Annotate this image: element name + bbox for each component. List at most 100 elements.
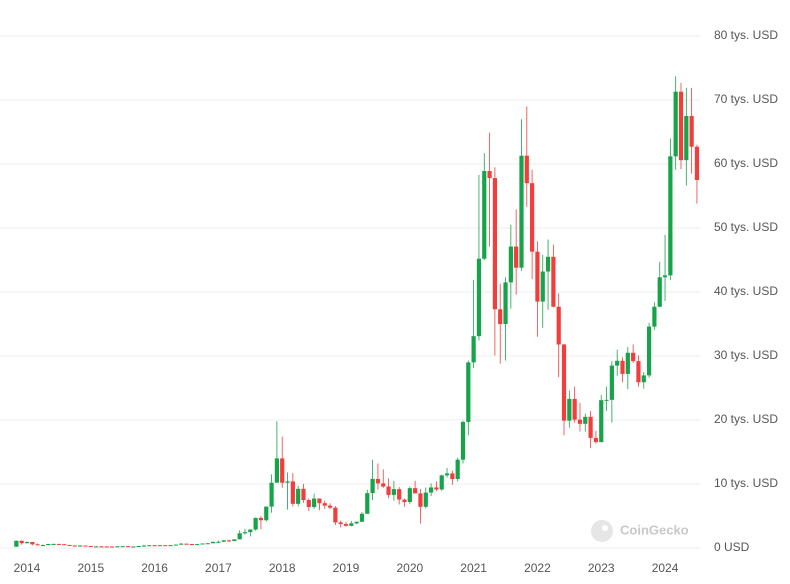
candle-body: [631, 352, 636, 362]
candle-body: [242, 532, 248, 534]
candle-body: [402, 499, 407, 502]
candle-body: [466, 362, 471, 422]
candle-body: [370, 478, 375, 494]
candle-body: [444, 473, 450, 476]
x-tick-label: 2023: [588, 561, 615, 575]
candle-body: [551, 256, 556, 307]
candle-body: [381, 483, 386, 487]
candle-body: [173, 544, 178, 546]
candle-body: [652, 306, 657, 327]
candle-body: [141, 545, 147, 547]
y-tick-label: 80 tys. USD: [714, 28, 778, 42]
candle-body: [354, 521, 359, 524]
candle-body: [19, 540, 24, 544]
candle-body: [109, 546, 115, 548]
candle-body: [216, 541, 221, 543]
candle-body: [593, 437, 599, 443]
candle-body: [657, 277, 662, 307]
candle-body: [620, 360, 625, 374]
candle-body: [535, 251, 540, 302]
candle-body: [232, 539, 237, 542]
candle-body: [72, 545, 77, 547]
watermark-text: CoinGecko: [620, 522, 689, 537]
candle-body: [524, 155, 529, 184]
x-tick-label: 2020: [396, 561, 423, 575]
candle-body: [694, 146, 700, 180]
candle-body: [450, 473, 455, 480]
y-tick-label: 20 tys. USD: [714, 412, 778, 426]
candle-body: [88, 545, 93, 547]
candle-body: [572, 398, 577, 420]
candle-body: [163, 545, 168, 547]
candle-body: [365, 493, 370, 514]
candle-body: [561, 344, 567, 421]
candle-body: [221, 540, 226, 542]
candle-body: [498, 309, 503, 324]
candle-body: [237, 533, 242, 540]
candle-body: [407, 488, 412, 502]
candle-body: [195, 544, 200, 546]
candle-body: [343, 524, 349, 526]
candle-body: [40, 545, 46, 547]
candle-body: [210, 541, 216, 544]
candle-body: [583, 416, 588, 424]
candle-body: [349, 523, 354, 526]
candle-body: [136, 545, 141, 547]
candle-body: [662, 275, 668, 278]
candle-body: [248, 529, 253, 533]
candle-body: [258, 517, 264, 521]
candle-body: [333, 507, 338, 523]
grid: [0, 35, 700, 549]
candle-body: [418, 493, 423, 507]
candle-body: [508, 246, 513, 283]
candle-body: [120, 546, 125, 548]
watermark-logo: [591, 520, 613, 542]
candle-body: [689, 116, 694, 147]
candle-body: [375, 478, 381, 484]
candle-body: [200, 543, 205, 545]
candle-body: [625, 352, 630, 374]
candle-body: [269, 482, 274, 507]
candle-body: [423, 492, 428, 507]
y-tick-label: 60 tys. USD: [714, 156, 778, 170]
candle-body: [131, 546, 136, 548]
candle-body: [290, 481, 295, 504]
candle-body: [168, 545, 173, 547]
x-tick-label: 2019: [333, 561, 360, 575]
candle-body: [641, 375, 646, 383]
candle-body: [482, 171, 487, 259]
candle-body: [487, 171, 492, 179]
candle-body: [434, 487, 439, 490]
x-tick-label: 2021: [460, 561, 487, 575]
candle-body: [301, 488, 306, 500]
candle-body: [439, 475, 444, 490]
candle-body: [94, 546, 99, 548]
x-tick-label: 2024: [652, 561, 679, 575]
candle-body: [514, 246, 519, 268]
candle-body: [285, 481, 290, 483]
y-tick-label: 70 tys. USD: [714, 92, 778, 106]
candle-body: [530, 183, 535, 252]
candle-body: [264, 506, 269, 521]
y-tick-label: 0 USD: [714, 540, 750, 554]
candle-body: [599, 400, 604, 443]
candle-body: [317, 498, 322, 504]
x-tick-label: 2014: [14, 561, 41, 575]
candle-body: [179, 543, 184, 545]
candle-body: [78, 545, 83, 547]
candle-body: [104, 546, 109, 548]
candle-body: [147, 545, 152, 547]
candle-body: [460, 421, 466, 460]
candle-body: [14, 540, 19, 547]
candle-body: [157, 545, 163, 547]
candle-body: [492, 178, 497, 310]
candle-body: [338, 522, 343, 525]
x-tick-label: 2016: [141, 561, 168, 575]
y-tick-label: 10 tys. USD: [714, 476, 778, 490]
candle-body: [604, 399, 609, 401]
candle-body: [519, 155, 524, 268]
candle-body: [391, 489, 396, 495]
candle-body: [588, 416, 593, 438]
candle-body: [83, 545, 88, 547]
candle-body: [327, 505, 333, 508]
